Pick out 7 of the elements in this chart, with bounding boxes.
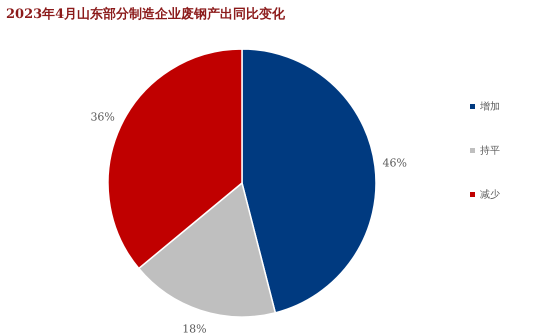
chart-title: 2023年4月山东部分制造企业废钢产出同比变化: [6, 6, 286, 22]
legend-label: 增加: [479, 100, 500, 113]
data-label: 36%: [90, 110, 115, 124]
legend-label: 减少: [480, 188, 500, 201]
data-label: 18%: [182, 322, 207, 333]
legend-label: 持平: [480, 144, 500, 157]
data-label: 46%: [382, 156, 408, 170]
